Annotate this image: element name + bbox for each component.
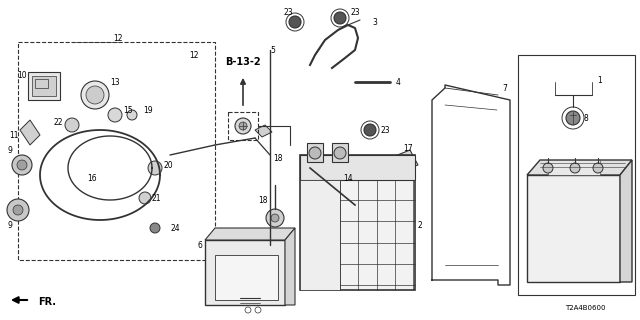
Circle shape xyxy=(12,155,32,175)
Text: 11: 11 xyxy=(9,131,19,140)
Circle shape xyxy=(334,12,346,24)
Polygon shape xyxy=(205,228,295,240)
Text: 21: 21 xyxy=(151,194,161,203)
Text: 23: 23 xyxy=(380,125,390,134)
Circle shape xyxy=(340,192,348,200)
Polygon shape xyxy=(527,160,632,175)
Circle shape xyxy=(334,188,342,196)
Bar xyxy=(32,76,56,96)
Text: 19: 19 xyxy=(143,106,153,115)
Text: 1: 1 xyxy=(598,76,602,84)
Polygon shape xyxy=(620,160,632,282)
Text: 15: 15 xyxy=(123,106,133,115)
Circle shape xyxy=(322,180,330,188)
Bar xyxy=(35,79,48,88)
Text: 12: 12 xyxy=(113,34,123,43)
Text: 5: 5 xyxy=(270,45,275,54)
Circle shape xyxy=(566,111,580,125)
Text: 16: 16 xyxy=(87,173,97,182)
Circle shape xyxy=(235,118,251,134)
Text: 9: 9 xyxy=(8,220,12,229)
Text: 4: 4 xyxy=(396,77,401,86)
Text: 18: 18 xyxy=(273,154,283,163)
Circle shape xyxy=(271,214,279,222)
Text: 2: 2 xyxy=(418,220,422,229)
Circle shape xyxy=(86,86,104,104)
Circle shape xyxy=(148,161,162,175)
Circle shape xyxy=(7,199,29,221)
Circle shape xyxy=(127,110,137,120)
Circle shape xyxy=(289,16,301,28)
Circle shape xyxy=(17,160,27,170)
Bar xyxy=(307,143,323,162)
Circle shape xyxy=(81,81,109,109)
Text: 8: 8 xyxy=(584,114,588,123)
Text: 23: 23 xyxy=(283,7,293,17)
Text: 18: 18 xyxy=(259,196,268,204)
Bar xyxy=(18,42,215,260)
Circle shape xyxy=(139,192,151,204)
Circle shape xyxy=(364,124,376,136)
Text: 17: 17 xyxy=(403,143,413,153)
Text: 7: 7 xyxy=(502,84,508,92)
Text: FR.: FR. xyxy=(38,297,56,307)
Text: 3: 3 xyxy=(372,18,378,27)
Circle shape xyxy=(328,184,336,192)
Bar xyxy=(300,155,415,290)
Bar xyxy=(300,155,415,180)
Text: 12: 12 xyxy=(189,51,199,60)
Polygon shape xyxy=(255,125,272,137)
Text: 13: 13 xyxy=(110,77,120,86)
Circle shape xyxy=(334,147,346,159)
Bar xyxy=(332,143,348,162)
Bar xyxy=(548,160,600,175)
Bar xyxy=(215,255,278,300)
Circle shape xyxy=(593,163,603,173)
Text: 9: 9 xyxy=(8,146,12,155)
Text: 14: 14 xyxy=(343,173,353,182)
Circle shape xyxy=(239,122,247,130)
Circle shape xyxy=(570,163,580,173)
Circle shape xyxy=(346,196,354,204)
Polygon shape xyxy=(285,228,295,305)
Text: 23: 23 xyxy=(350,7,360,17)
Circle shape xyxy=(316,176,324,184)
Bar xyxy=(28,72,60,100)
Text: 20: 20 xyxy=(163,161,173,170)
Circle shape xyxy=(543,163,553,173)
Text: 6: 6 xyxy=(198,241,202,250)
Text: 24: 24 xyxy=(170,223,180,233)
Text: 10: 10 xyxy=(17,70,27,79)
Bar xyxy=(228,112,258,140)
Polygon shape xyxy=(390,150,418,172)
Circle shape xyxy=(65,118,79,132)
Text: B-13-2: B-13-2 xyxy=(225,57,261,67)
Bar xyxy=(205,240,285,305)
Text: T2A4B0600: T2A4B0600 xyxy=(564,305,605,311)
Text: 22: 22 xyxy=(53,117,63,126)
Circle shape xyxy=(13,205,23,215)
Circle shape xyxy=(150,223,160,233)
Circle shape xyxy=(108,108,122,122)
Bar xyxy=(300,180,340,290)
Bar xyxy=(518,55,635,295)
Circle shape xyxy=(309,147,321,159)
Bar xyxy=(527,175,620,282)
Polygon shape xyxy=(20,120,40,145)
Circle shape xyxy=(266,209,284,227)
